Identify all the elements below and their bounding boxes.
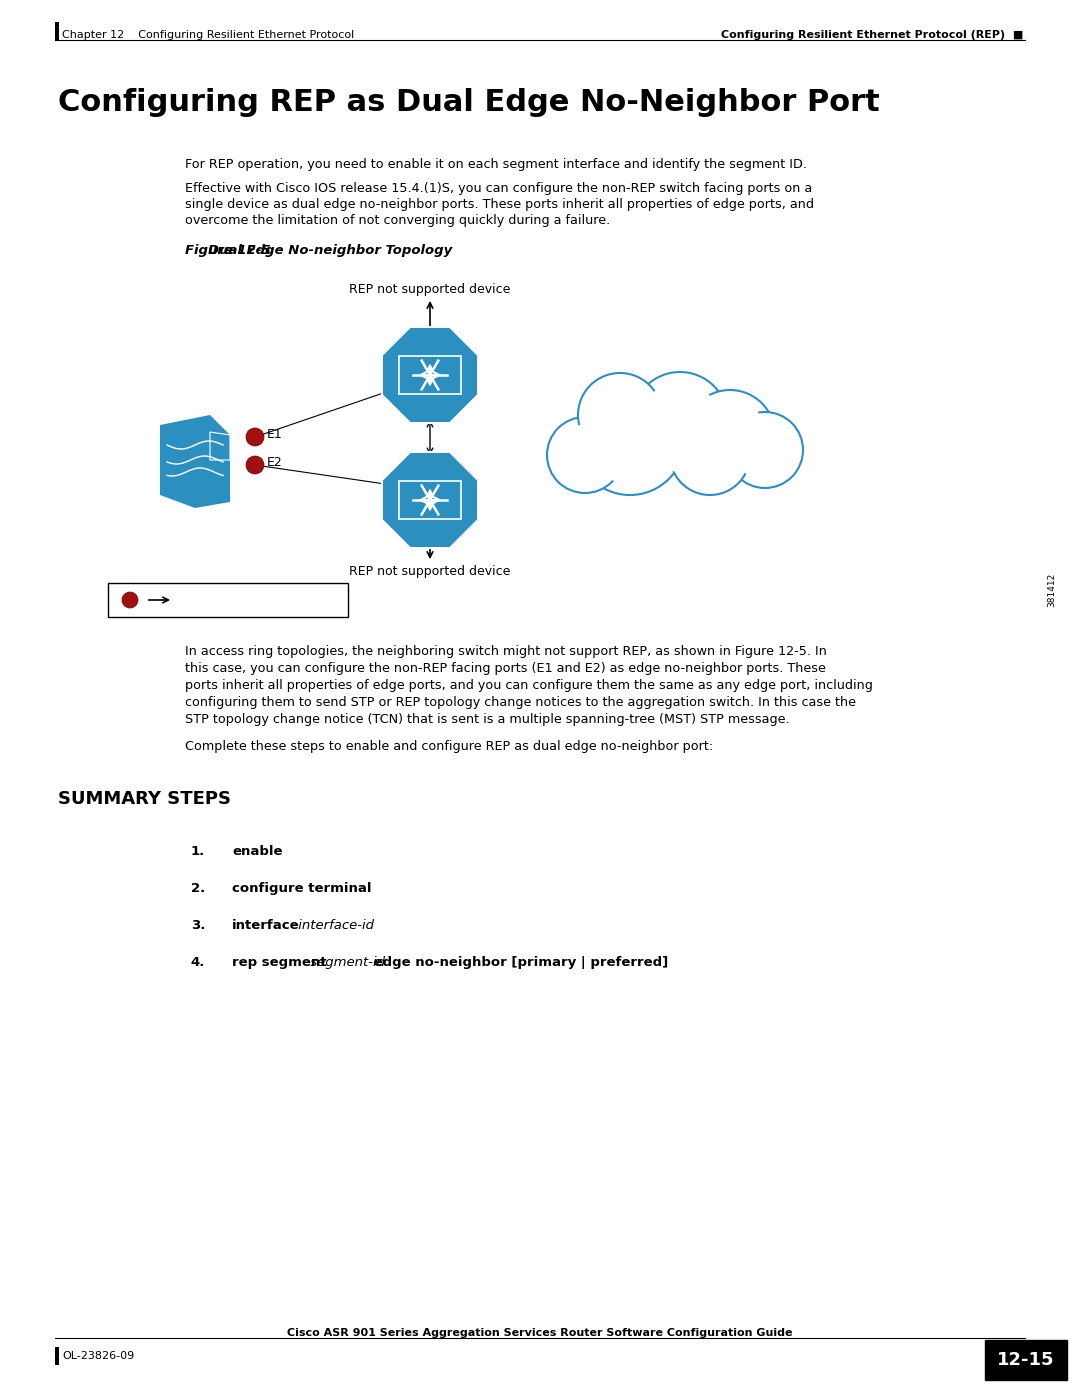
Text: REP not supported device: REP not supported device [349, 564, 511, 578]
Text: Cisco ASR 901 Series Aggregation Services Router Software Configuration Guide: Cisco ASR 901 Series Aggregation Service… [287, 1329, 793, 1338]
Text: ports inherit all properties of edge ports, and you can configure them the same : ports inherit all properties of edge por… [185, 679, 873, 692]
Circle shape [555, 425, 616, 485]
Text: In access ring topologies, the neighboring switch might not support REP, as show: In access ring topologies, the neighbori… [185, 645, 827, 658]
Text: Configuring Resilient Ethernet Protocol (REP)  ■: Configuring Resilient Ethernet Protocol … [720, 29, 1023, 41]
Bar [55, 22, 59, 41]
Text: single device as dual edge no-neighbor ports. These ports inherit all properties: single device as dual edge no-neighbor p… [185, 198, 814, 211]
Text: E1: E1 [267, 427, 283, 440]
Bar [399, 356, 461, 394]
Text: OL-23826-09: OL-23826-09 [62, 1351, 134, 1361]
Circle shape [678, 423, 742, 488]
Text: interface: interface [232, 919, 299, 932]
Text: configuring them to send STP or REP topology change notices to the aggregation s: configuring them to send STP or REP topo… [185, 696, 856, 710]
Text: interface-id: interface-id [294, 919, 374, 932]
Text: enable: enable [232, 845, 283, 858]
Polygon shape [382, 327, 478, 423]
Circle shape [632, 372, 728, 468]
Text: E2: E2 [267, 455, 283, 468]
Circle shape [734, 419, 795, 481]
Text: segment-id: segment-id [306, 956, 384, 970]
Circle shape [246, 427, 264, 446]
Text: For REP operation, you need to enable it on each segment interface and identify : For REP operation, you need to enable it… [185, 158, 807, 170]
Text: 3.: 3. [191, 919, 205, 932]
Text: Figure 12-5: Figure 12-5 [185, 244, 271, 257]
Text: STP topology change notice (TCN) that is sent is a multiple spanning-tree (MST) : STP topology change notice (TCN) that is… [185, 712, 789, 726]
Text: 1.: 1. [191, 845, 205, 858]
Circle shape [670, 415, 750, 495]
FancyBboxPatch shape [108, 583, 348, 617]
Text: Chapter 12    Configuring Resilient Ethernet Protocol: Chapter 12 Configuring Resilient Etherne… [62, 29, 354, 41]
Bar [55, 1347, 59, 1365]
Polygon shape [382, 453, 478, 548]
Text: configure terminal: configure terminal [232, 882, 372, 895]
Text: 2.: 2. [191, 882, 205, 895]
Ellipse shape [602, 408, 728, 472]
Text: REP No-Neighbour Ports: REP No-Neighbour Ports [178, 594, 320, 606]
Circle shape [246, 455, 264, 474]
Text: 4.: 4. [191, 956, 205, 970]
Text: this case, you can configure the non-REP facing ports (E1 and E2) as edge no-nei: this case, you can configure the non-REP… [185, 662, 826, 675]
Text: Complete these steps to enable and configure REP as dual edge no-neighbor port:: Complete these steps to enable and confi… [185, 740, 713, 753]
Circle shape [546, 416, 623, 493]
Text: Dual Edge No-neighbor Topology: Dual Edge No-neighbor Topology [185, 244, 453, 257]
Text: Effective with Cisco IOS release 15.4.(1)S, you can configure the non-REP switch: Effective with Cisco IOS release 15.4.(1… [185, 182, 812, 196]
Text: edge no-neighbor [primary | preferred]: edge no-neighbor [primary | preferred] [369, 956, 669, 970]
Bar [399, 482, 461, 518]
Circle shape [727, 412, 804, 488]
Text: 381412: 381412 [1048, 573, 1056, 608]
Circle shape [694, 400, 766, 471]
Circle shape [586, 395, 674, 483]
Text: REP not supported device: REP not supported device [349, 284, 511, 296]
Circle shape [642, 381, 718, 458]
Bar [985, 1340, 1067, 1380]
Polygon shape [210, 432, 230, 460]
Circle shape [685, 390, 775, 481]
Text: 12-15: 12-15 [997, 1351, 1055, 1369]
Circle shape [575, 386, 685, 495]
Text: rep segment: rep segment [232, 956, 326, 970]
Circle shape [586, 381, 653, 448]
Circle shape [122, 592, 138, 608]
Polygon shape [160, 415, 230, 509]
Text: Configuring REP as Dual Edge No-Neighbor Port: Configuring REP as Dual Edge No-Neighbor… [58, 88, 880, 117]
Circle shape [578, 373, 662, 457]
Text: overcome the limitation of not converging quickly during a failure.: overcome the limitation of not convergin… [185, 214, 610, 226]
Text: SUMMARY STEPS: SUMMARY STEPS [58, 789, 231, 807]
